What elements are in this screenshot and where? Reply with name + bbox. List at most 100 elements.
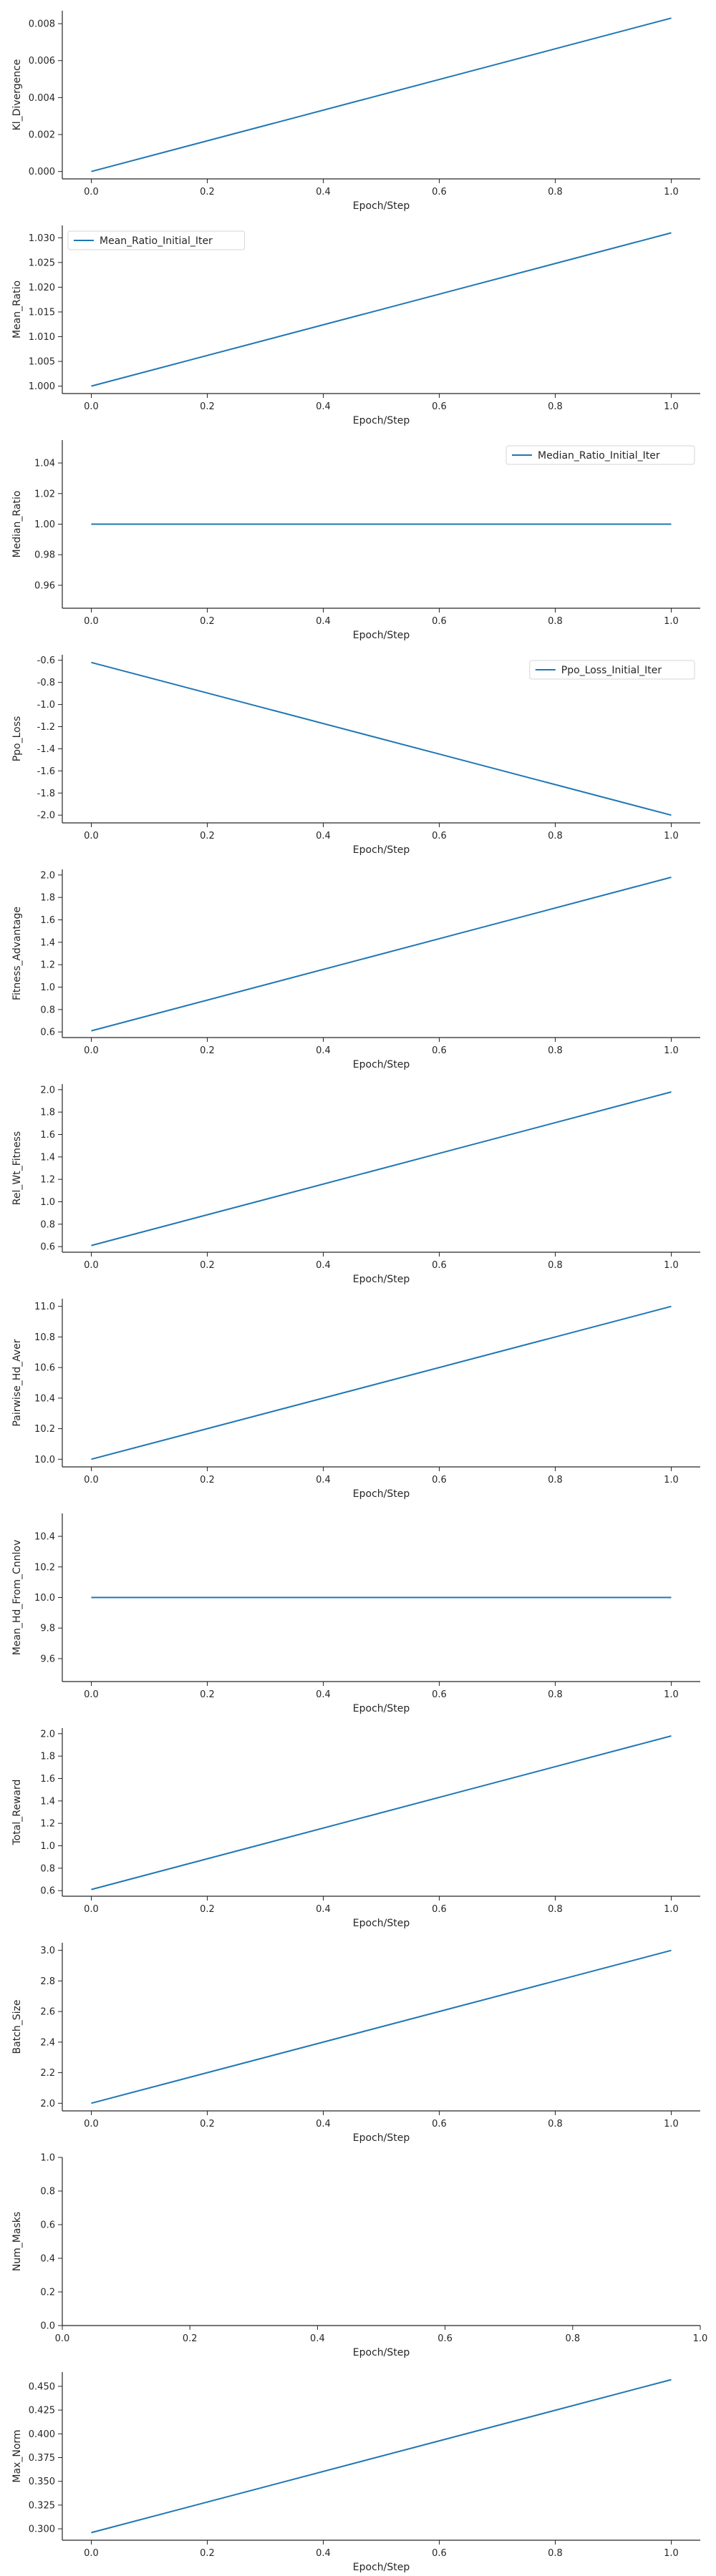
x-tick-label: 0.0 (84, 2548, 99, 2559)
x-tick-label: 1.0 (664, 1475, 679, 1485)
y-tick-label: 0.004 (29, 93, 55, 104)
y-tick-label: -1.6 (37, 766, 55, 777)
y-tick-label: 1.0 (40, 982, 55, 993)
x-tick-label: 0.4 (316, 187, 331, 197)
x-tick-label: 0.0 (84, 1045, 99, 1056)
x-tick-label: 0.0 (55, 2333, 70, 2344)
x-tick-label: 0.4 (316, 1260, 331, 1271)
y-tick-label: 0.96 (34, 580, 55, 591)
x-tick-label: 0.0 (84, 187, 99, 197)
series-line-1 (91, 1091, 672, 1246)
x-tick-label: 0.6 (432, 1045, 447, 1056)
y-tick-label: 0.006 (29, 56, 55, 67)
y-tick-label: 10.4 (34, 1393, 55, 1404)
y-axis-label: Median_Ratio (11, 491, 23, 558)
y-axis-label: Total_Reward (11, 1780, 23, 1846)
x-tick-label: 0.6 (432, 1904, 447, 1915)
chart-panel-12: 0.0 0.2 0.4 0.6 0.8 1.0 0.300 0.325 0.350 0.375 0.… (11, 2372, 700, 2573)
y-tick-label: 3.0 (40, 1946, 55, 1956)
chart-panel-11: 0.0 0.2 0.4 0.6 0.8 1.0 0.0 0.2 0.4 0.6 0.8 1.0 Epoc… (11, 2153, 707, 2359)
y-tick-label: -1.4 (37, 744, 55, 755)
y-tick-label: 10.6 (34, 1363, 55, 1374)
y-axis-label: Fitness_Advantage (11, 907, 23, 1000)
y-tick-label: 2.0 (40, 1085, 55, 1096)
series-line-1 (91, 1735, 672, 1890)
x-axis-label: Epoch/Step (353, 415, 410, 426)
chart-panel-10: 0.0 0.2 0.4 0.6 0.8 1.0 2.0 2.2 2.4 2.6 2.8 3.0 Epoc… (11, 1943, 700, 2144)
x-tick-label: 0.6 (437, 2333, 453, 2344)
y-tick-label: 0.0 (40, 2321, 55, 2332)
y-tick-label: 9.6 (40, 1654, 55, 1664)
x-tick-label: 0.0 (84, 1689, 99, 1700)
series-line-1 (91, 1305, 672, 1460)
x-axis-label: Epoch/Step (353, 2132, 410, 2144)
y-tick-label: 1.8 (40, 893, 55, 904)
x-tick-label: 0.0 (84, 401, 99, 412)
x-tick-label: 0.2 (200, 1045, 215, 1056)
x-tick-label: 0.2 (200, 616, 215, 627)
y-tick-label: 1.0 (40, 1841, 55, 1852)
y-tick-label: -0.8 (37, 678, 55, 688)
x-tick-label: 1.0 (693, 2333, 708, 2344)
chart-panel-3: 0.0 0.2 0.4 0.6 0.8 1.0 0.96 0.98 1.00 1.02 1.04 Ep… (11, 440, 700, 641)
y-tick-label: 2.2 (40, 2068, 55, 2079)
y-tick-label: 1.010 (29, 332, 55, 343)
chart-panel-8: 0.0 0.2 0.4 0.6 0.8 1.0 9.6 9.8 10.0 10.2 10.4 Epoc… (11, 1513, 700, 1714)
x-axis-label: Epoch/Step (353, 1059, 410, 1070)
x-tick-label: 0.4 (316, 616, 331, 627)
x-tick-label: 0.2 (200, 1475, 215, 1485)
x-tick-label: 0.2 (200, 1260, 215, 1271)
y-tick-label: 11.0 (34, 1302, 55, 1312)
legend: Median_Ratio_Initial_Iter (505, 445, 695, 465)
x-tick-label: 0.0 (84, 1475, 99, 1485)
x-tick-label: 1.0 (664, 1904, 679, 1915)
y-tick-label: 1.02 (34, 489, 55, 499)
y-tick-label: 0.98 (34, 550, 55, 561)
x-tick-label: 0.8 (548, 616, 563, 627)
y-tick-label: -1.0 (37, 700, 55, 711)
x-tick-label: 0.4 (316, 1689, 331, 1700)
y-tick-label: 1.000 (29, 381, 55, 392)
chart-panel-1: 0.0 0.2 0.4 0.6 0.8 1.0 0.000 0.002 0.004 0.006 0.… (11, 11, 700, 212)
series-line-1 (91, 1949, 672, 2104)
y-tick-label: -1.8 (37, 789, 55, 799)
y-axis-label: Max_Norm (11, 2429, 23, 2482)
y-tick-label: 1.00 (34, 519, 55, 530)
x-axis-label: Epoch/Step (353, 1918, 410, 1929)
y-tick-label: 0.6 (40, 1886, 55, 1897)
x-tick-label: 1.0 (664, 616, 679, 627)
x-tick-label: 1.0 (664, 1045, 679, 1056)
x-tick-label: 1.0 (664, 2119, 679, 2129)
y-tick-label: 0.350 (29, 2477, 55, 2487)
x-tick-label: 0.4 (316, 401, 331, 412)
y-tick-label: 1.8 (40, 1108, 55, 1118)
y-tick-label: 2.4 (40, 2037, 55, 2048)
y-tick-label: 2.0 (40, 2099, 55, 2109)
x-tick-label: 0.6 (432, 1689, 447, 1700)
x-tick-label: 0.8 (565, 2333, 580, 2344)
x-tick-label: 0.0 (84, 831, 99, 841)
y-axis-label: Kl_Divergence (11, 59, 23, 131)
x-tick-label: 0.2 (200, 187, 215, 197)
x-tick-label: 0.6 (432, 2548, 447, 2559)
x-tick-label: 0.4 (316, 1904, 331, 1915)
x-tick-label: 1.0 (664, 1689, 679, 1700)
x-axis-label: Epoch/Step (353, 1703, 410, 1714)
y-tick-label: 2.0 (40, 1729, 55, 1740)
x-tick-label: 0.4 (316, 2119, 331, 2129)
y-tick-label: 0.4 (40, 2254, 55, 2265)
series-line-1 (91, 877, 672, 1032)
x-tick-label: 0.8 (548, 1045, 563, 1056)
x-tick-label: 0.8 (548, 401, 563, 412)
y-tick-label: 1.020 (29, 283, 55, 293)
series-line-1 (91, 232, 672, 387)
y-tick-label: 0.425 (29, 2406, 55, 2416)
y-tick-label: 1.4 (40, 1152, 55, 1163)
y-tick-label: 0.002 (29, 130, 55, 141)
legend-box (67, 230, 246, 250)
y-tick-label: 10.0 (34, 1455, 55, 1465)
x-tick-label: 1.0 (664, 187, 679, 197)
y-tick-label: 1.015 (29, 307, 55, 318)
x-tick-label: 0.0 (84, 1260, 99, 1271)
y-axis-label: Batch_Size (11, 2000, 23, 2054)
